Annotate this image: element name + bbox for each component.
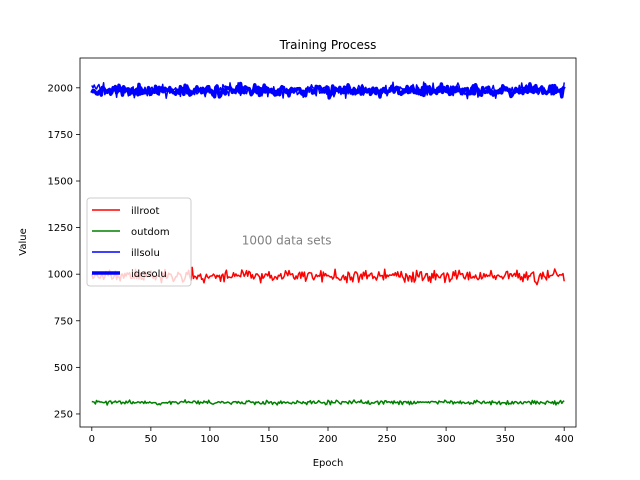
legend-label-idesolu: idesolu xyxy=(131,269,167,280)
x-tick-label: 300 xyxy=(437,434,456,445)
legend: illroot outdom illsolu idesolu xyxy=(86,197,192,287)
legend-label-illsolu: illsolu xyxy=(131,248,160,259)
y-tick-label: 250 xyxy=(54,409,73,420)
y-axis: 250 500 750 1000 1250 1500 1750 2000 xyxy=(48,83,80,420)
y-tick-label: 1000 xyxy=(48,270,73,281)
legend-frame xyxy=(86,197,192,287)
y-tick-label: 2000 xyxy=(48,83,73,94)
series-line-outdom xyxy=(91,399,565,406)
x-tick-label: 0 xyxy=(89,434,95,445)
x-tick-label: 100 xyxy=(200,434,219,445)
x-tick-label: 200 xyxy=(318,434,337,445)
y-tick-label: 500 xyxy=(54,363,73,374)
x-axis: 0 50 100 150 200 250 300 350 400 xyxy=(89,427,574,445)
chart-title: Training Process xyxy=(279,38,377,52)
x-tick-label: 50 xyxy=(144,434,157,445)
y-tick-label: 750 xyxy=(54,316,73,327)
y-tick-label: 1750 xyxy=(48,130,73,141)
x-tick-label: 150 xyxy=(259,434,278,445)
y-tick-label: 1250 xyxy=(48,223,73,234)
series-line-idesolu xyxy=(90,81,566,100)
x-tick-label: 250 xyxy=(378,434,397,445)
y-axis-label: Value xyxy=(18,228,29,255)
x-axis-label: Epoch xyxy=(313,458,344,469)
legend-label-illroot: illroot xyxy=(131,206,159,217)
x-tick-label: 400 xyxy=(555,434,574,445)
x-tick-label: 350 xyxy=(496,434,515,445)
legend-label-outdom: outdom xyxy=(131,227,170,238)
annotation-text: 1000 data sets xyxy=(242,233,332,247)
y-tick-label: 1500 xyxy=(48,177,73,188)
